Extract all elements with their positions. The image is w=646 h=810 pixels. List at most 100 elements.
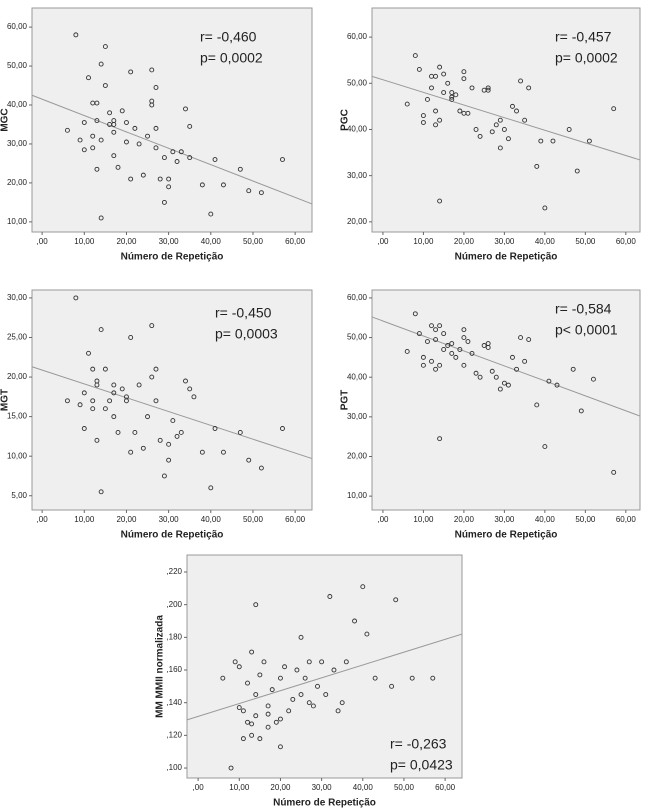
point [246, 188, 252, 194]
point [86, 350, 91, 356]
x-tick-label: 10,00 [413, 237, 434, 246]
point [278, 744, 283, 750]
point [107, 398, 113, 404]
point [518, 335, 524, 341]
point [98, 61, 104, 67]
point [425, 96, 430, 102]
point [94, 100, 100, 106]
point [526, 85, 532, 91]
point [212, 426, 218, 431]
y-tick-label: ,180 [166, 632, 182, 641]
x-tick-label: 60,00 [616, 237, 637, 246]
y-tick-label: ,140 [166, 698, 182, 707]
point [149, 323, 155, 329]
point [420, 120, 426, 125]
point [437, 198, 443, 204]
trend-line [31, 366, 313, 460]
point [132, 429, 138, 435]
x-axis-title: Número de Repetição [455, 252, 558, 263]
y-tick-label: 60,00 [347, 32, 368, 41]
point [73, 295, 79, 301]
point [489, 129, 495, 135]
plot-area [371, 7, 641, 233]
point [364, 631, 370, 637]
y-tick-label: 10,00 [347, 491, 368, 500]
point [441, 90, 447, 95]
point [157, 176, 163, 182]
point [550, 138, 556, 144]
point [153, 145, 159, 151]
point [457, 108, 463, 114]
point [149, 67, 155, 73]
x-tick-label: 30,00 [494, 515, 515, 524]
y-tick-label: 25,00 [7, 333, 28, 342]
x-tick-label: 60,00 [285, 515, 306, 524]
point [497, 386, 503, 392]
point [278, 716, 283, 722]
point [124, 139, 129, 145]
point [253, 692, 259, 697]
point [115, 429, 121, 435]
x-tick-label: 10,00 [74, 515, 95, 524]
x-tick-label: 30,00 [312, 783, 333, 792]
point [310, 703, 316, 709]
point [128, 335, 134, 340]
x-axis-title: Número de Repetição [455, 530, 558, 541]
point [319, 659, 325, 665]
point [352, 618, 358, 624]
point [497, 117, 503, 123]
point [90, 406, 96, 412]
x-axis-title: Número de Repetição [121, 530, 224, 541]
point [128, 449, 134, 455]
y-tick-label: 30,00 [347, 171, 368, 180]
point [161, 199, 167, 205]
y-tick-label: 50,00 [7, 61, 28, 70]
point [107, 110, 113, 116]
point [429, 358, 434, 364]
point [302, 675, 308, 681]
point [90, 133, 96, 139]
point [445, 80, 451, 86]
point [420, 113, 426, 119]
point [94, 118, 100, 124]
point [245, 719, 250, 725]
point [153, 85, 159, 90]
y-tick-label: 30,00 [347, 412, 368, 421]
point [286, 708, 292, 714]
point [538, 138, 544, 144]
point [166, 457, 172, 463]
point [166, 176, 172, 182]
point [441, 331, 447, 337]
x-tick-label: 10,00 [229, 783, 250, 792]
point [339, 700, 345, 706]
point [136, 141, 142, 147]
point [149, 98, 155, 104]
point [461, 362, 467, 368]
x-tick-label: 50,00 [243, 515, 264, 524]
point [170, 149, 176, 155]
y-tick-label: 30,00 [7, 139, 28, 148]
point [298, 634, 304, 640]
point [161, 155, 167, 161]
point [208, 485, 214, 491]
y-tick-label: ,120 [166, 730, 182, 739]
y-tick-label: 5,00 [11, 491, 27, 500]
x-tick-label: ,00 [377, 515, 389, 524]
point [157, 437, 163, 443]
point [433, 73, 439, 79]
point [232, 659, 238, 665]
point [420, 354, 426, 360]
x-axis-title: Número de Repetição [121, 252, 224, 263]
y-tick-label: ,220 [166, 567, 182, 576]
trend-line [186, 633, 463, 721]
point [187, 155, 193, 161]
point [501, 380, 507, 386]
point [461, 76, 467, 82]
point [469, 85, 475, 91]
annotation: p= 0,0423 [390, 757, 453, 773]
point [249, 649, 255, 655]
point [191, 394, 197, 400]
point [145, 133, 150, 139]
x-tick-label: 30,00 [159, 515, 180, 524]
